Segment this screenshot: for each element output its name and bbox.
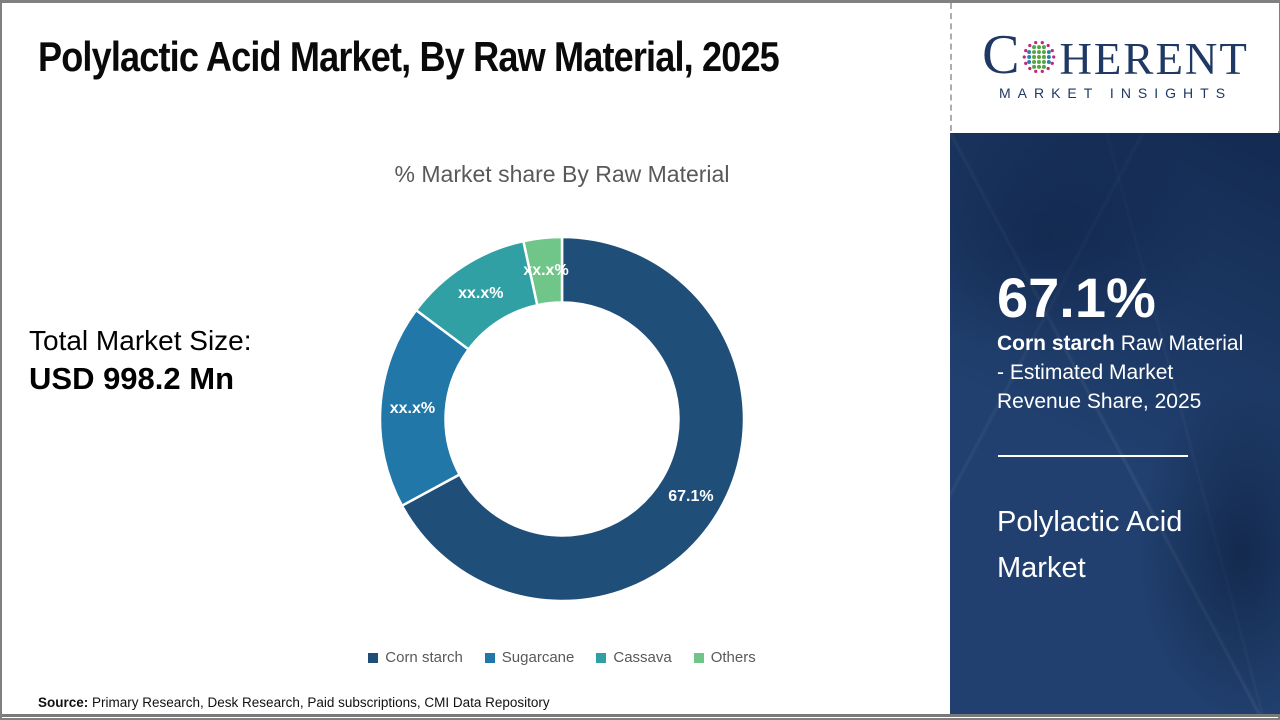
logo-letters-herent: HERENT <box>1059 34 1249 84</box>
slice-label-others: xx.x% <box>523 262 568 279</box>
page-title: Polylactic Acid Market, By Raw Material,… <box>38 33 780 80</box>
logo-wordmark: C HERENT <box>982 24 1249 87</box>
globe-dots-icon <box>1023 40 1056 73</box>
legend-label: Corn starch <box>385 649 463 666</box>
donut-chart: 67.1% xx.x% xx.x% xx.x% <box>352 209 772 629</box>
highlight-sidebar: 67.1% Corn starch Raw Material - Estimat… <box>950 133 1280 714</box>
stat-description-rest: Raw Material - Estimated Market Revenue … <box>997 332 1244 413</box>
company-logo: C HERENT MARKET INSIGHTS <box>950 3 1279 131</box>
source-label: Source: <box>38 695 89 710</box>
legend-item-corn-starch: Corn starch <box>368 649 463 666</box>
slice-label-cassava: xx.x% <box>458 285 503 302</box>
stat-description-bold: Corn starch <box>997 332 1115 355</box>
legend-label: Cassava <box>613 649 672 666</box>
donut-slice-others <box>521 235 564 307</box>
legend-swatch <box>693 652 704 663</box>
legend-swatch <box>484 652 495 663</box>
legend-swatch <box>596 652 607 663</box>
logo-letter-c: C <box>982 24 1020 87</box>
logo-tagline: MARKET INSIGHTS <box>998 84 1233 101</box>
headline-stat-description: Corn starch Raw Material - Estimated Mar… <box>997 329 1249 416</box>
legend-item-cassava: Cassava <box>596 649 672 666</box>
legend-item-others: Others <box>693 649 756 666</box>
source-text: Primary Research, Desk Research, Paid su… <box>88 695 550 710</box>
chart-title: % Market share By Raw Material <box>394 161 730 187</box>
sidebar-divider <box>998 455 1188 457</box>
total-market-size: Total Market Size: USD 998.2 Mn <box>29 325 252 397</box>
legend-label: Sugarcane <box>501 649 575 666</box>
legend-label: Others <box>710 649 756 666</box>
total-market-size-label: Total Market Size: <box>29 325 252 356</box>
source-note: Source: Primary Research, Desk Research,… <box>38 695 550 710</box>
headline-stat-value: 67.1% <box>997 266 1156 329</box>
legend-swatch <box>368 652 379 663</box>
slice-label-sugarcane: xx.x% <box>390 400 435 417</box>
slice-label-corn-starch: 67.1% <box>668 488 713 505</box>
bottom-divider <box>2 714 1280 717</box>
market-name: Polylactic Acid Market <box>997 506 1183 584</box>
total-market-size-value: USD 998.2 Mn <box>29 361 235 396</box>
chart-legend: Corn starch Sugarcane Cassava Others <box>352 649 772 666</box>
donut-slice-corn-starch <box>400 235 746 603</box>
donut-chart-svg: 67.1% xx.x% xx.x% xx.x% <box>378 235 746 603</box>
legend-item-sugarcane: Sugarcane <box>484 649 575 666</box>
